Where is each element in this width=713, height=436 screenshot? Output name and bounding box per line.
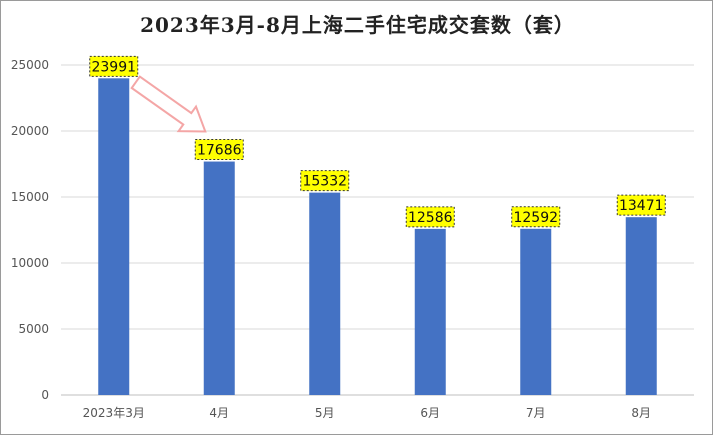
bar xyxy=(98,78,130,396)
y-tick-label: 20000 xyxy=(11,124,49,138)
data-label: 23991 xyxy=(91,59,136,75)
data-label: 15332 xyxy=(302,174,347,190)
y-tick-label: 5000 xyxy=(18,322,49,336)
data-label: 17686 xyxy=(197,143,242,159)
bar xyxy=(309,192,341,395)
decline-arrow xyxy=(130,75,207,133)
data-label: 12592 xyxy=(513,210,558,226)
x-tick-label: 7月 xyxy=(526,406,546,420)
chart-title: 2023年3月-8月上海二手住宅成交套数（套） xyxy=(140,13,575,37)
y-tick-label: 0 xyxy=(41,388,49,402)
x-tick-label: 2023年3月 xyxy=(83,406,145,420)
data-label: 12586 xyxy=(408,210,453,226)
data-label: 13471 xyxy=(619,198,664,214)
data-label-box xyxy=(511,206,561,228)
data-label-box xyxy=(194,139,244,161)
data-label-box xyxy=(89,55,139,77)
y-tick-label: 10000 xyxy=(11,256,49,270)
data-label-box xyxy=(616,194,666,216)
bar xyxy=(203,161,235,395)
bar xyxy=(520,228,552,395)
bar xyxy=(625,217,657,395)
data-label-box xyxy=(300,170,350,192)
x-tick-label: 8月 xyxy=(631,406,651,420)
x-tick-label: 5月 xyxy=(315,406,335,420)
y-tick-label: 15000 xyxy=(11,190,49,204)
y-tick-label: 25000 xyxy=(11,58,49,72)
x-tick-label: 4月 xyxy=(209,406,229,420)
bar xyxy=(414,228,446,395)
x-tick-label: 6月 xyxy=(420,406,440,420)
data-label-box xyxy=(405,206,455,228)
